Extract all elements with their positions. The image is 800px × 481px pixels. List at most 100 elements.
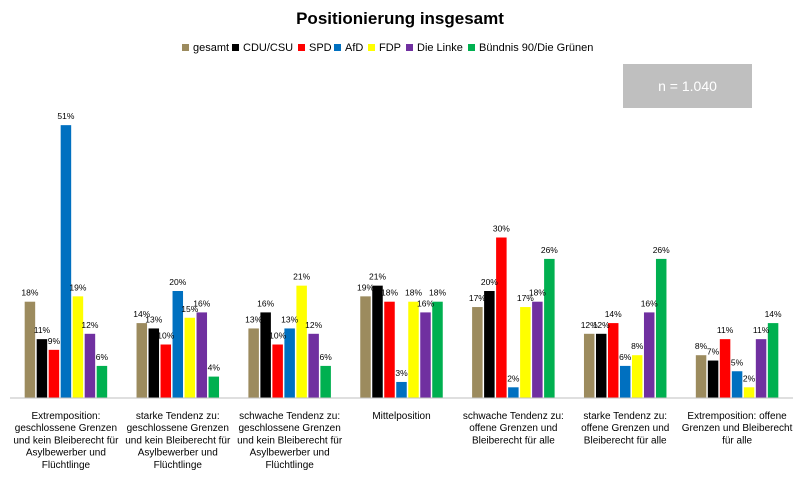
legend-label: CDU/CSU xyxy=(243,42,293,54)
data-label: 21% xyxy=(293,272,310,282)
bar xyxy=(60,125,72,399)
data-label: 13% xyxy=(245,314,262,324)
data-label: 13% xyxy=(281,314,298,324)
legend-swatch xyxy=(468,44,475,51)
bar xyxy=(384,301,395,398)
data-label: 11% xyxy=(717,325,734,335)
legend-label: Bündnis 90/Die Grünen xyxy=(479,42,593,54)
bar xyxy=(260,312,271,398)
data-label: 11% xyxy=(753,325,770,335)
data-label: 20% xyxy=(169,277,186,287)
data-label: 19% xyxy=(357,282,374,292)
bar xyxy=(432,301,443,398)
data-label: 15% xyxy=(181,304,198,314)
category-label: starke Tendenz zu: offene Grenzen und Blei… xyxy=(581,411,669,446)
bar xyxy=(24,301,36,398)
sample-size-box-bg xyxy=(623,64,752,108)
legend-label: Die Linke xyxy=(417,42,463,54)
bar xyxy=(372,285,383,398)
data-label: 16% xyxy=(641,298,658,308)
sample-size-box: n = 1.040 xyxy=(623,64,752,108)
bar xyxy=(695,355,707,398)
data-label: 9% xyxy=(48,336,61,346)
data-label: 12% xyxy=(593,320,610,330)
bar xyxy=(520,307,531,398)
data-label: 18% xyxy=(405,288,422,298)
data-label: 17% xyxy=(517,293,534,303)
bar xyxy=(96,365,108,398)
bar xyxy=(148,328,160,398)
data-label: 7% xyxy=(707,347,720,357)
data-label: 16% xyxy=(417,298,434,308)
data-label: 8% xyxy=(695,341,708,351)
bar xyxy=(308,333,319,398)
legend-label: SPD xyxy=(309,42,332,54)
bar xyxy=(607,323,619,398)
bar xyxy=(496,237,507,398)
bar xyxy=(731,371,743,398)
bar xyxy=(472,307,483,398)
data-label: 16% xyxy=(193,298,210,308)
data-label: 5% xyxy=(731,357,744,367)
bar xyxy=(84,333,96,398)
bar xyxy=(136,323,148,398)
category-labels: Extremposition: geschlossene Grenzen und k… xyxy=(13,411,792,471)
bar xyxy=(48,349,60,398)
data-label: 26% xyxy=(541,245,558,255)
value-labels: 18%11%9%51%19%12%6%14%13%10%20%15%16%4%1… xyxy=(21,111,782,383)
legend-swatch xyxy=(368,44,375,51)
data-label: 16% xyxy=(257,298,274,308)
data-label: 26% xyxy=(653,245,670,255)
data-label: 6% xyxy=(619,352,632,362)
bar xyxy=(631,355,643,398)
data-label: 18% xyxy=(381,288,398,298)
bar xyxy=(767,323,779,398)
bar xyxy=(296,285,307,398)
bar xyxy=(595,333,607,398)
bar xyxy=(208,376,220,398)
bar xyxy=(484,291,495,398)
bar xyxy=(743,387,755,398)
sample-size-label: n = 1.040 xyxy=(658,78,717,94)
category-label: Extremposition: geschlossene Grenzen und k… xyxy=(13,411,119,471)
legend-swatch xyxy=(406,44,413,51)
data-label: 12% xyxy=(581,320,598,330)
category-label: Extremposition: offene Grenzen und Bleibe… xyxy=(682,411,793,446)
bar xyxy=(707,360,719,398)
bar xyxy=(544,258,555,398)
data-label: 10% xyxy=(157,331,174,341)
legend-label: FDP xyxy=(379,42,401,54)
bar xyxy=(172,291,184,398)
data-label: 14% xyxy=(765,309,782,319)
bar xyxy=(160,344,172,398)
data-label: 2% xyxy=(507,373,520,383)
bar xyxy=(508,387,519,398)
data-label: 12% xyxy=(305,320,322,330)
data-label: 8% xyxy=(631,341,644,351)
bar xyxy=(320,365,331,398)
legend-label: gesamt xyxy=(193,42,229,54)
category-label: schwache Tendenz zu: offene Grenzen und Bl… xyxy=(463,411,564,446)
bar xyxy=(284,328,295,398)
data-label: 6% xyxy=(319,352,332,362)
bar xyxy=(583,333,595,398)
bar xyxy=(420,312,431,398)
data-label: 21% xyxy=(369,272,386,282)
bar xyxy=(532,301,543,398)
bars xyxy=(24,125,779,399)
legend: gesamt CDU/CSU SPD AfD FDP Die Linke Bündnis 9… xyxy=(182,42,593,54)
legend-swatch xyxy=(232,44,239,51)
legend-label: AfD xyxy=(345,42,363,54)
data-label: 18% xyxy=(21,288,38,298)
data-label: 19% xyxy=(69,282,86,292)
data-label: 18% xyxy=(429,288,446,298)
data-label: 14% xyxy=(605,309,622,319)
data-label: 17% xyxy=(469,293,486,303)
category-label: schwache Tendenz zu: geschlossene Grenzen… xyxy=(237,411,343,471)
bar xyxy=(643,312,655,398)
bar xyxy=(719,339,731,398)
data-label: 18% xyxy=(529,288,546,298)
data-label: 4% xyxy=(208,363,221,373)
bar xyxy=(396,381,407,398)
